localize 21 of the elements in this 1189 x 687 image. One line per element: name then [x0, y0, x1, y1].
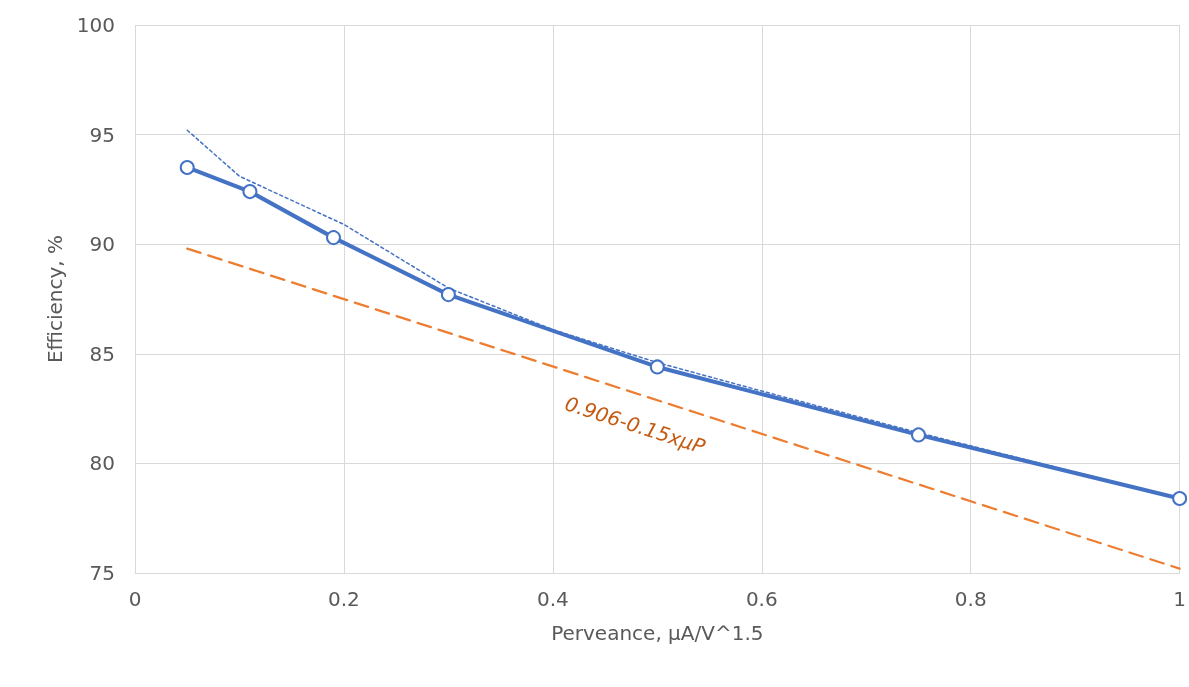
y-tick-label: 95	[89, 122, 115, 147]
x-tick-label: 0.6	[745, 587, 778, 611]
x-tick-label: 1	[1173, 587, 1186, 611]
point	[440, 287, 456, 303]
x-tick-label: 0.8	[954, 587, 987, 611]
x-tick-label: 0	[128, 587, 142, 611]
point	[1172, 490, 1188, 506]
y-axis-title: Efficiency, %	[43, 234, 67, 364]
y-tick-label: 100	[76, 13, 115, 37]
point	[325, 230, 341, 246]
x-tick-label: 0.4	[536, 587, 569, 611]
y-tick-label: 75	[89, 561, 115, 585]
y-tick-label: 85	[89, 341, 115, 366]
y-tick-label: 80	[89, 451, 115, 476]
x-tick-label: 0.2	[328, 587, 360, 611]
x-axis-title: Perveance, μA/V^1.5	[551, 621, 764, 645]
point	[649, 359, 665, 375]
point	[910, 427, 926, 443]
y-tick-label: 90	[89, 232, 115, 257]
point	[179, 159, 195, 175]
point	[242, 184, 258, 200]
